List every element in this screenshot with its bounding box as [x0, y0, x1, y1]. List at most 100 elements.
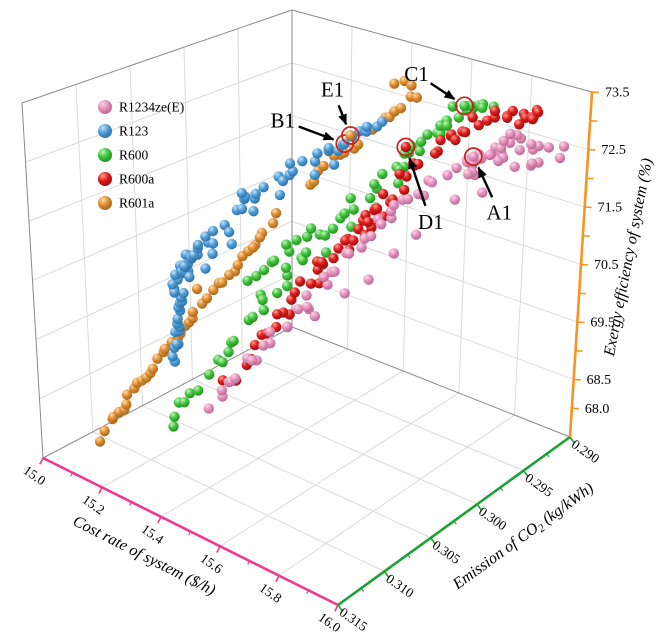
data-point-R123	[207, 248, 218, 259]
floor-gridline	[160, 370, 404, 518]
legend-swatch	[98, 172, 112, 186]
data-point-R123	[287, 166, 298, 177]
data-point-R600	[217, 357, 228, 368]
data-point-R601a	[152, 353, 163, 364]
data-point-R1234ze(E)	[329, 266, 340, 277]
data-point-R600a	[473, 120, 484, 131]
efficiency-tick-label: 72.5	[601, 143, 626, 158]
data-point-R123	[284, 158, 296, 169]
legend-swatch	[98, 196, 112, 210]
emission-axis-tick	[476, 503, 482, 511]
data-point-R600a	[450, 134, 461, 146]
data-point-R1234ze(E)	[258, 340, 269, 351]
data-point-R600	[301, 231, 313, 242]
left-wall-gridline	[35, 220, 293, 341]
data-point-R600a	[413, 158, 424, 170]
data-point-R600	[257, 294, 268, 306]
data-point-R601a	[99, 425, 110, 437]
data-point-R123	[179, 261, 190, 272]
data-point-R600a	[378, 188, 389, 200]
data-point-R600	[415, 136, 427, 147]
legend-label: R600a	[119, 172, 154, 187]
data-point-R600	[300, 247, 312, 258]
cost-axis-tick	[247, 560, 250, 565]
data-point-R600a	[467, 112, 478, 123]
data-point-R1234ze(E)	[216, 385, 228, 396]
data-point-R600	[305, 223, 317, 234]
data-point-R123	[258, 182, 269, 193]
data-point-R600	[364, 192, 376, 204]
data-point-R601a	[217, 277, 228, 288]
efficiency-tick-label: 71.5	[598, 201, 623, 216]
emission-axis-tick	[569, 436, 575, 444]
legend-label: R123	[119, 124, 149, 139]
data-point-R1234ze(E)	[343, 248, 355, 259]
annotation-label-D1: D1	[418, 210, 444, 234]
data-point-R600	[282, 280, 293, 292]
annotation-point-B1	[339, 138, 350, 149]
data-point-R600a	[333, 243, 344, 254]
data-point-R600	[320, 247, 332, 258]
data-point-R123	[236, 203, 248, 215]
data-point-R600	[441, 120, 453, 131]
annotation-C1: C1	[404, 62, 474, 116]
box-edge	[291, 326, 571, 438]
data-point-R600a	[489, 105, 501, 117]
annotation-circle-D1	[396, 137, 416, 157]
emission-axis-tick	[337, 604, 343, 612]
emission-axis-tick	[453, 520, 457, 525]
data-point-R600	[242, 275, 253, 286]
annotations-layer: A1 B1 C1 D1 E1	[270, 62, 512, 234]
emission-tick-label: 0.310	[383, 571, 417, 601]
data-point-R601a	[159, 343, 171, 354]
annotation-arrow-D1	[408, 157, 427, 207]
cost-axis-tick	[216, 545, 221, 553]
data-point-R600	[327, 223, 339, 234]
data-point-R1234ze(E)	[322, 279, 333, 290]
data-point-R1234ze(E)	[376, 219, 387, 230]
data-point-R1234ze(E)	[526, 139, 537, 150]
data-point-R600	[297, 255, 308, 266]
data-point-R600	[280, 262, 292, 273]
emission-axis-tick	[522, 470, 529, 477]
data-point-R601a	[411, 92, 422, 103]
data-point-R1234ze(E)	[543, 142, 554, 153]
data-point-R123	[200, 263, 211, 274]
data-point-R600a	[502, 112, 513, 124]
data-point-R601a	[270, 207, 282, 219]
data-point-R600a	[527, 114, 538, 125]
data-point-R123	[236, 187, 247, 199]
data-point-R1234ze(E)	[554, 152, 566, 164]
emission-axis-title: Emission of CO2 (kg/kWh)	[449, 480, 598, 596]
data-point-R601a	[187, 306, 198, 318]
legend-item-R600: R600	[98, 148, 149, 163]
data-point-R600	[168, 421, 179, 432]
data-point-R600	[192, 385, 204, 396]
data-point-R1234ze(E)	[292, 304, 304, 315]
data-point-R600	[319, 230, 331, 241]
data-point-R600a	[514, 119, 525, 130]
data-point-R600	[447, 101, 458, 112]
data-point-R601a	[267, 218, 279, 229]
data-point-R600	[377, 168, 388, 180]
data-point-R600	[422, 129, 433, 140]
legend-label: R601a	[119, 196, 154, 211]
data-point-R600a	[348, 235, 359, 246]
legend-item-R123: R123	[98, 124, 149, 139]
data-point-R600a	[305, 278, 317, 289]
emission-axis-tick	[360, 587, 364, 592]
data-point-R123	[207, 238, 219, 249]
data-point-R601a	[224, 269, 235, 281]
data-point-R600	[393, 178, 404, 189]
data-point-R123	[323, 142, 334, 154]
data-point-R601a	[201, 293, 213, 304]
data-point-R1234ze(E)	[463, 169, 474, 180]
legend-item-R600a: R600a	[98, 172, 154, 187]
data-points-layer	[94, 75, 570, 447]
data-point-R1234ze(E)	[388, 199, 399, 211]
left-wall-gridline	[28, 115, 293, 222]
data-point-R123	[167, 351, 178, 362]
floor-gridline	[101, 348, 348, 488]
cost-axis-tick	[334, 604, 339, 612]
cost-tick-label: 15.2	[80, 492, 108, 518]
